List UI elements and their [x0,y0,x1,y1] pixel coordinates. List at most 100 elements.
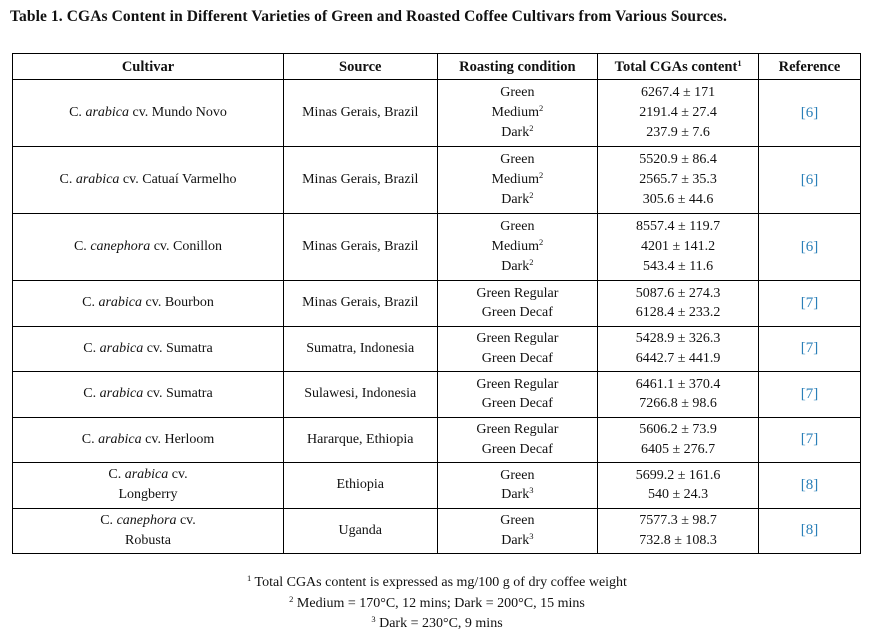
total-cgas-value: 5087.6 ± 274.3 [635,285,721,301]
roasting-condition: Green [442,511,594,531]
roasting-cell: Green Regular Green Decaf [436,325,599,372]
cultivar-cell: C. arabica cv. Longberry [12,462,284,509]
source-cell: Sumatra, Indonesia [282,325,438,372]
roasting-label: Green [500,85,535,100]
cultivar-genus: C. [83,386,100,402]
reference-cell: [8] [757,462,862,509]
cultivar-species: arabica [85,105,129,120]
total-cgas-cell: 5699.2 ± 161.6 540 ± 24.3 [597,462,759,509]
cultivar-variety: cv. Mundo Novo [129,105,227,120]
reference-link[interactable]: [6] [800,171,819,188]
source-cell: Minas Gerais, Brazil [282,146,438,214]
cultivar-genus: C. [69,105,86,120]
cultivar-variety: cv. Bourbon [142,295,214,311]
table-row: C. arabica cv. Sumatra Sulawesi, Indonesi… [12,371,862,418]
roasting-label: Green Decaf [481,441,553,457]
roasting-label: Medium [491,105,539,120]
cultivar-variety: cv. [176,512,196,528]
table-row: C. arabica cv. Sumatra Sumatra, Indonesia… [12,325,862,372]
reference-cell: [7] [757,280,862,327]
roasting-condition: Medium2 [442,237,594,257]
roasting-condition: Green [442,150,594,170]
roasting-condition: Green Regular [442,420,594,440]
reference-cell: [7] [757,371,862,418]
cultivar-name: C. arabica cv. Herloom [17,432,279,448]
cultivar-species: arabica [98,295,143,311]
reference-link[interactable]: [6] [800,104,819,121]
footnote-mark: 3 [529,530,534,541]
footnote-mark: 2 [538,103,544,113]
total-cgas-value: 2191.4 ± 27.4 [639,105,717,120]
roasting-label: Medium [491,239,539,254]
reference-link[interactable]: [7] [800,294,819,311]
total-cgas-value: 8557.4 ± 119.7 [636,219,721,234]
roasting-condition: Medium2 [442,170,594,190]
reference-cell: [7] [757,325,862,372]
cultivar-name: C. canephora cv. Conillon [17,239,279,255]
cultivar-species: canephora [90,239,151,254]
table-row: C. arabica cv. Catuaí Varmelho Minas Gera… [12,146,862,214]
cultivar-genus: C. [59,172,76,187]
roasting-label: Green [500,152,535,167]
cultivar-cell: C. arabica cv. Sumatra [12,371,284,418]
cultivar-genus: C. [73,239,91,254]
cga-content-table: Cultivar Source Roasting condition Total… [12,53,862,554]
reference-link[interactable]: [6] [800,238,819,255]
reference-cell: [6] [757,213,862,281]
total-cgas-value: 6267.4 ± 171 [641,85,716,100]
roasting-label: Dark [501,192,530,207]
footnote-mark: 2 [538,170,544,180]
roasting-label: Green Decaf [481,305,553,321]
total-cgas-value: 7266.8 ± 98.6 [639,396,717,412]
cultivar-cell: C. arabica cv. Bourbon [12,280,284,327]
reference-cell: [6] [757,79,862,147]
roasting-label: Green Regular [476,331,559,347]
reference-link[interactable]: [7] [800,340,819,357]
source-cell: Minas Gerais, Brazil [282,280,438,327]
total-cgas-value: 5699.2 ± 161.6 [635,467,721,483]
roasting-cell: Green Dark3 [436,507,599,554]
total-cgas-cell: 5606.2 ± 73.9 6405 ± 276.7 [597,416,759,463]
cultivar-name: C. arabica cv. Sumatra [17,341,279,357]
cultivar-species: arabica [98,431,142,447]
roasting-condition: Dark2 [442,190,594,210]
roasting-condition: Dark3 [442,485,594,505]
reference-link[interactable]: [7] [800,385,819,402]
cultivar-variety: cv. Herloom [141,431,215,447]
roasting-condition: Green [442,83,594,103]
total-cgas-value: 5606.2 ± 73.9 [639,422,717,438]
roasting-label: Dark [501,259,530,274]
cultivar-name: C. arabica cv. [17,465,279,485]
roasting-label: Green Decaf [481,396,553,412]
cultivar-cell: C. arabica cv. Catuaí Varmelho [12,146,284,214]
table-title: Table 1. CGAs Content in Different Varie… [10,8,727,25]
cultivar-cell: C. arabica cv. Herloom [12,416,284,463]
footnote-mark: 1 [247,573,252,583]
reference-link[interactable]: [8] [800,476,819,493]
cultivar-variety: cv. [168,467,188,483]
total-cgas-cell: 5087.6 ± 274.3 6128.4 ± 233.2 [597,280,759,327]
roasting-label: Green [500,219,535,234]
cultivar-name: C. arabica cv. Sumatra [17,386,279,402]
footnote-1: 1 Total CGAs content is expressed as mg/… [0,573,874,594]
total-cgas-value: 2565.7 ± 35.3 [639,172,717,187]
cultivar-variety: cv. Conillon [150,239,223,254]
cultivar-name: C. canephora cv. [17,511,279,531]
total-cgas-value: 305.6 ± 44.6 [642,192,714,207]
roasting-cell: Green Regular Green Decaf [436,371,599,418]
reference-cell: [8] [757,507,862,554]
cultivar-variety: cv. Sumatra [143,386,213,402]
cultivar-species: arabica [124,467,169,483]
source-cell: Sulawesi, Indonesia [282,371,438,418]
footnote-text: Dark = 230°C, 9 mins [375,616,503,631]
reference-link[interactable]: [7] [800,431,819,448]
footnote-mark: 2 [529,123,534,133]
table-row: C. arabica cv. Mundo Novo Minas Gerais, B… [12,79,862,147]
cultivar-variety: cv. Sumatra [143,340,213,356]
header-cultivar: Cultivar [12,53,284,80]
total-cgas-value: 6442.7 ± 441.9 [635,350,721,366]
total-cgas-value: 4201 ± 141.2 [641,239,716,254]
footnote-3: 3 Dark = 230°C, 9 mins [0,614,874,635]
reference-link[interactable]: [8] [800,522,819,539]
roasting-label: Medium [491,172,539,187]
